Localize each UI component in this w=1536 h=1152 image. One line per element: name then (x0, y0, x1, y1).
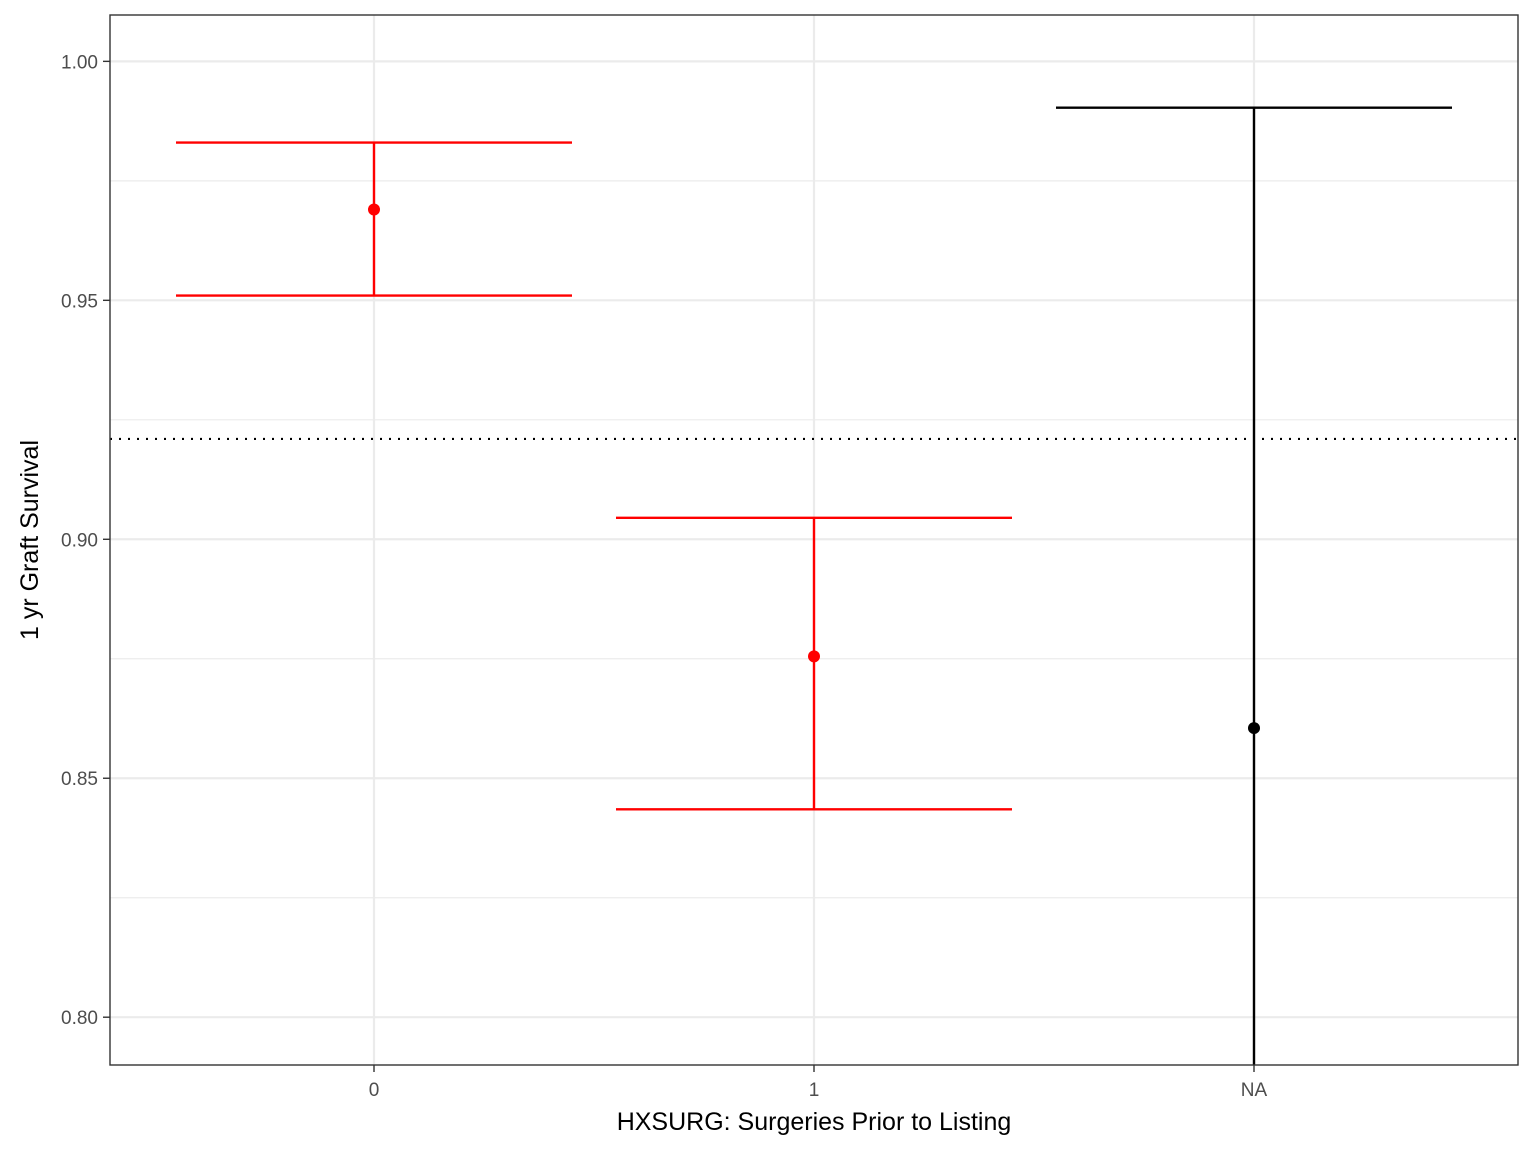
x-tick-label: 0 (369, 1080, 380, 1101)
y-tick-label: 0.80 (61, 1008, 98, 1029)
y-tick-label: 0.95 (61, 291, 98, 312)
x-axis-title: HXSURG: Surgeries Prior to Listing (617, 1108, 1012, 1136)
x-tick-label: NA (1241, 1080, 1268, 1101)
estimate-point (808, 650, 820, 663)
y-tick-label: 1.00 (61, 52, 98, 73)
estimate-point (368, 203, 380, 216)
y-tick-label: 0.90 (61, 530, 98, 551)
y-tick-label: 0.85 (61, 769, 98, 790)
estimate-point (1248, 722, 1260, 735)
x-tick-label: 1 (809, 1080, 820, 1101)
y-axis-title: 1 yr Graft Survival (16, 440, 44, 640)
x-axis: 0 1 NA (369, 1065, 1268, 1101)
chart-marks (110, 106, 1518, 1065)
y-axis: 0.80 0.85 0.90 0.95 1.00 (61, 52, 110, 1029)
